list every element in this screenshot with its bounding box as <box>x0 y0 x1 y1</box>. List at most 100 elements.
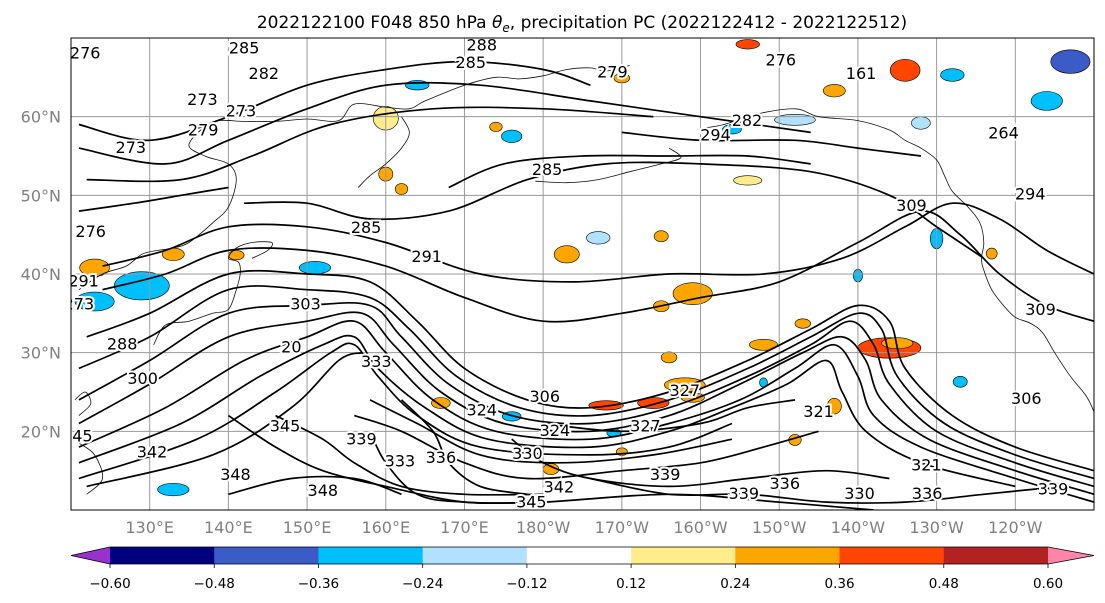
contour-label: 339 <box>650 465 681 484</box>
colorbar-tick-labels: −0.60 −0.48 −0.36 −0.24 −0.12 0.12 0.24 0.36 0.4… <box>89 564 1063 592</box>
contour-line <box>86 269 1094 472</box>
contour-label: 345 <box>270 416 301 435</box>
precip-patch <box>1050 49 1091 74</box>
contour-label: 288 <box>467 36 498 55</box>
contour-line <box>78 285 1094 480</box>
contour-line <box>102 202 1094 283</box>
longitude-tick-labels: 130°E 140°E 150°E 160°E 170°E 180°W 170°W 160°W… <box>125 518 1042 537</box>
colorbar-segment <box>318 547 424 564</box>
contour-label: 321 <box>803 402 834 421</box>
precip-patch <box>735 39 760 50</box>
colorbar-tick-label: 0.24 <box>720 576 750 592</box>
contour-label: 336 <box>912 484 943 503</box>
lat-tick-label: 30°N <box>21 344 61 363</box>
colorbar-tick-label: −0.12 <box>506 576 547 592</box>
colorbar-segment <box>526 547 632 564</box>
contour-label: 273 <box>187 90 218 109</box>
contour-line <box>78 302 1094 488</box>
colorbar-extend-low <box>71 547 110 564</box>
contour-label: 276 <box>70 43 101 62</box>
lon-tick-label: 180°W <box>516 518 571 537</box>
contour-label: 285 <box>455 53 486 72</box>
lon-tick-label: 130°E <box>125 518 174 537</box>
contour-line <box>227 414 544 505</box>
contour-label: 279 <box>188 121 219 140</box>
contour-label: 282 <box>249 64 280 83</box>
contour-label: 291 <box>411 247 442 266</box>
precip-patch <box>586 231 611 245</box>
coastline <box>78 442 104 495</box>
contour-line <box>86 106 654 183</box>
contour-label: 273 <box>226 102 257 121</box>
contour-line <box>369 399 733 464</box>
contour-line <box>354 414 819 480</box>
colorbar-segment <box>735 547 841 564</box>
contour-line <box>78 186 229 212</box>
precip-patch <box>940 68 965 82</box>
contour-line <box>448 154 811 189</box>
precip-patch <box>722 124 742 135</box>
lon-tick-label: 150°W <box>752 518 807 537</box>
contour-label: 336 <box>426 448 457 467</box>
lon-tick-label: 170°W <box>595 518 650 537</box>
colorbar-tick-label: −0.36 <box>298 576 339 592</box>
precip-patch <box>794 318 812 329</box>
contour-label: 342 <box>137 442 168 461</box>
contour-label: 336 <box>769 474 800 493</box>
lon-tick-label: 170°E <box>440 518 489 537</box>
contour-line <box>511 438 890 488</box>
precip-patch <box>660 351 678 364</box>
colorbar-tick-label: 0.48 <box>929 576 959 592</box>
contour-line <box>543 399 796 433</box>
contour-line <box>590 477 1063 504</box>
lon-tick-label: 160°W <box>673 518 728 537</box>
contour-label: 306 <box>1011 389 1042 408</box>
contour-label: 345 <box>516 493 547 512</box>
lon-tick-label: 120°W <box>988 518 1043 537</box>
contour-label: 264 <box>988 124 1019 143</box>
colorbar-tick-label: 0.36 <box>825 576 855 592</box>
contour-label: 273 <box>116 138 147 157</box>
contour-line <box>244 161 985 260</box>
precip-patch <box>653 230 669 243</box>
coastline <box>153 241 274 346</box>
lon-tick-label: 150°E <box>283 518 332 537</box>
coastline <box>357 116 410 188</box>
precip-patch <box>394 183 409 195</box>
precip-patch <box>405 80 430 91</box>
lon-tick-label: 140°E <box>204 518 253 537</box>
latitude-tick-labels: 20°N 30°N 40°N 50°N 60°N <box>21 108 61 442</box>
lon-tick-label: 140°W <box>831 518 886 537</box>
contour-label: 161 <box>846 64 877 83</box>
precip-patch <box>664 377 706 393</box>
precip-patch <box>113 271 170 301</box>
contour-label: 285 <box>532 160 563 179</box>
precip-patch <box>985 247 998 260</box>
contour-label: 330 <box>844 484 875 503</box>
contour-label: 300 <box>127 369 158 388</box>
contour-line <box>78 320 1094 503</box>
colorbar-tick-label: 0.60 <box>1033 576 1063 592</box>
theta-e-contours <box>78 60 1094 510</box>
colorbar-segment <box>110 547 215 564</box>
precip-patch <box>431 397 451 409</box>
lat-tick-label: 60°N <box>21 108 61 127</box>
precip-patch <box>1030 91 1063 111</box>
lon-tick-label: 160°E <box>361 518 410 537</box>
contour-label: 303 <box>290 294 321 313</box>
contour-line <box>78 311 1094 496</box>
contour-line <box>78 342 733 480</box>
contour-label: 327 <box>670 381 701 400</box>
contour-label: 342 <box>544 478 575 497</box>
precip-patch <box>889 58 921 82</box>
contour-label: 273 <box>64 294 95 313</box>
contour-line <box>400 399 528 496</box>
coastline <box>700 108 1094 412</box>
coastline <box>535 147 682 184</box>
colorbar-extend-high <box>1048 547 1094 564</box>
contour-label: 333 <box>385 452 416 471</box>
precip-patch <box>733 175 763 186</box>
chart-title: 2022122100 F048 850 hPa θe, precipitatio… <box>257 13 907 35</box>
contour-label: 339 <box>346 430 377 449</box>
